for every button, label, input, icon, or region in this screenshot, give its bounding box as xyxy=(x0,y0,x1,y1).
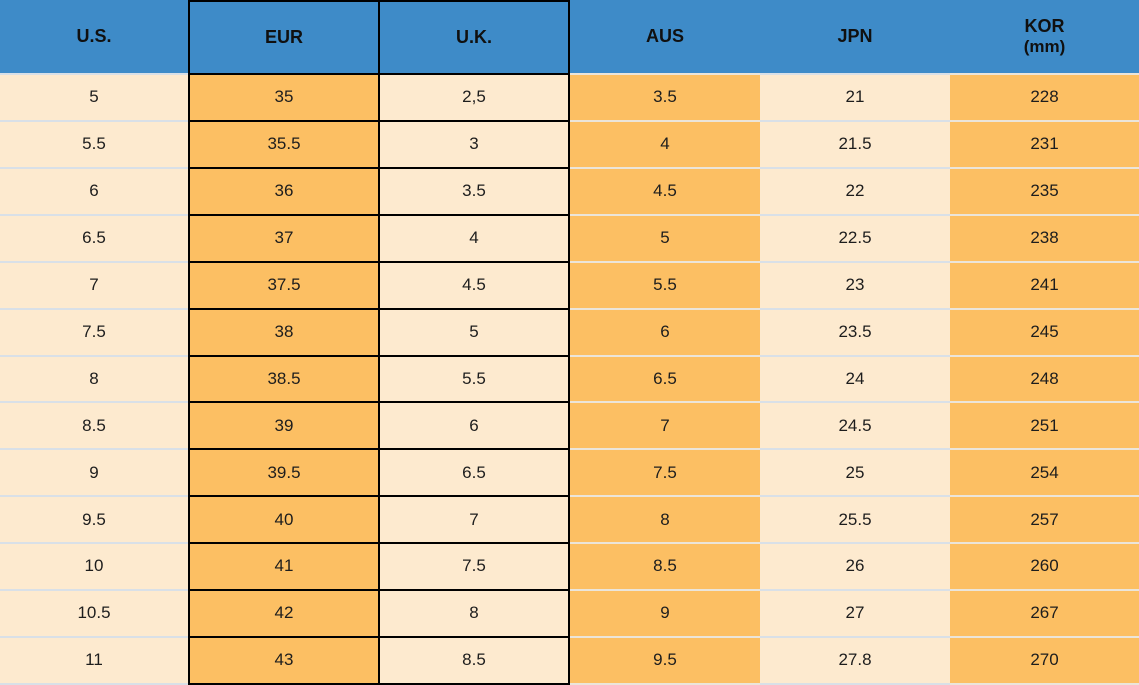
table-cell: 4 xyxy=(570,121,760,169)
header-cell-us: U.S. xyxy=(0,0,188,75)
table-cell: 4.5 xyxy=(380,262,570,310)
table-cell: 43 xyxy=(188,638,380,685)
table-cell: 23.5 xyxy=(760,309,950,357)
table-cell: 6 xyxy=(380,403,570,451)
table-cell: 24 xyxy=(760,356,950,404)
table-cell: 5 xyxy=(380,309,570,357)
table-cell: 8 xyxy=(570,497,760,545)
table-cell: 2,5 xyxy=(380,75,570,122)
table-cell: 35 xyxy=(188,75,380,122)
table-cell: 9.5 xyxy=(0,497,188,545)
table-cell: 235 xyxy=(950,168,1139,216)
table-cell: 38 xyxy=(188,309,380,357)
table-cell: 26 xyxy=(760,544,950,592)
table-cell: 37 xyxy=(188,215,380,263)
table-cell: 4 xyxy=(380,215,570,263)
table-cell: 9.5 xyxy=(570,638,760,685)
table-cell: 6.5 xyxy=(380,450,570,498)
table-cell: 11 xyxy=(0,638,188,685)
header-cell-aus: AUS xyxy=(570,0,760,75)
table-cell: 7.5 xyxy=(380,544,570,592)
table-cell: 5 xyxy=(570,215,760,263)
table-cell: 5 xyxy=(0,75,188,122)
table-cell: 25.5 xyxy=(760,497,950,545)
table-cell: 6.5 xyxy=(570,356,760,404)
header-cell-jpn: JPN xyxy=(760,0,950,75)
table-cell: 9 xyxy=(570,591,760,639)
table-cell: 38.5 xyxy=(188,356,380,404)
table-cell: 251 xyxy=(950,403,1139,451)
table-cell: 21 xyxy=(760,75,950,122)
table-cell: 241 xyxy=(950,262,1139,310)
table-cell: 228 xyxy=(950,75,1139,122)
table-cell: 6 xyxy=(0,168,188,216)
table-cell: 8.5 xyxy=(380,638,570,685)
table-cell: 5.5 xyxy=(380,356,570,404)
header-kor-label: KOR xyxy=(1024,15,1065,36)
table-cell: 6 xyxy=(570,309,760,357)
header-cell-uk: U.K. xyxy=(380,0,570,75)
table-cell: 8.5 xyxy=(570,544,760,592)
table-cell: 260 xyxy=(950,544,1139,592)
table-cell: 39.5 xyxy=(188,450,380,498)
table-cell: 27 xyxy=(760,591,950,639)
table-cell: 8 xyxy=(0,356,188,404)
table-cell: 39 xyxy=(188,403,380,451)
table-cell: 8 xyxy=(380,591,570,639)
table-cell: 270 xyxy=(950,638,1139,685)
table-cell: 23 xyxy=(760,262,950,310)
header-cell-eur: EUR xyxy=(188,0,380,75)
table-cell: 27.8 xyxy=(760,638,950,685)
table-cell: 7 xyxy=(570,403,760,451)
table-cell: 7.5 xyxy=(570,450,760,498)
table-cell: 10 xyxy=(0,544,188,592)
table-cell: 3.5 xyxy=(570,75,760,122)
table-cell: 37.5 xyxy=(188,262,380,310)
table-cell: 7 xyxy=(380,497,570,545)
table-cell: 6.5 xyxy=(0,215,188,263)
table-cell: 5.5 xyxy=(570,262,760,310)
table-cell: 42 xyxy=(188,591,380,639)
table-cell: 245 xyxy=(950,309,1139,357)
table-cell: 248 xyxy=(950,356,1139,404)
header-cell-kor: KOR (mm) xyxy=(950,0,1139,75)
table-cell: 25 xyxy=(760,450,950,498)
table-cell: 41 xyxy=(188,544,380,592)
table-cell: 5.5 xyxy=(0,121,188,169)
table-cell: 22.5 xyxy=(760,215,950,263)
table-cell: 22 xyxy=(760,168,950,216)
table-cell: 4.5 xyxy=(570,168,760,216)
table-cell: 36 xyxy=(188,168,380,216)
table-cell: 254 xyxy=(950,450,1139,498)
table-cell: 238 xyxy=(950,215,1139,263)
table-cell: 7 xyxy=(0,262,188,310)
table-cell: 9 xyxy=(0,450,188,498)
table-cell: 35.5 xyxy=(188,121,380,169)
table-cell: 3.5 xyxy=(380,168,570,216)
table-cell: 257 xyxy=(950,497,1139,545)
table-cell: 40 xyxy=(188,497,380,545)
table-cell: 3 xyxy=(380,121,570,169)
table-cell: 10.5 xyxy=(0,591,188,639)
table-cell: 231 xyxy=(950,121,1139,169)
table-cell: 8.5 xyxy=(0,403,188,451)
header-kor-unit-label: (mm) xyxy=(1023,37,1066,57)
table-cell: 267 xyxy=(950,591,1139,639)
table-cell: 7.5 xyxy=(0,309,188,357)
table-cell: 24.5 xyxy=(760,403,950,451)
table-cell: 21.5 xyxy=(760,121,950,169)
